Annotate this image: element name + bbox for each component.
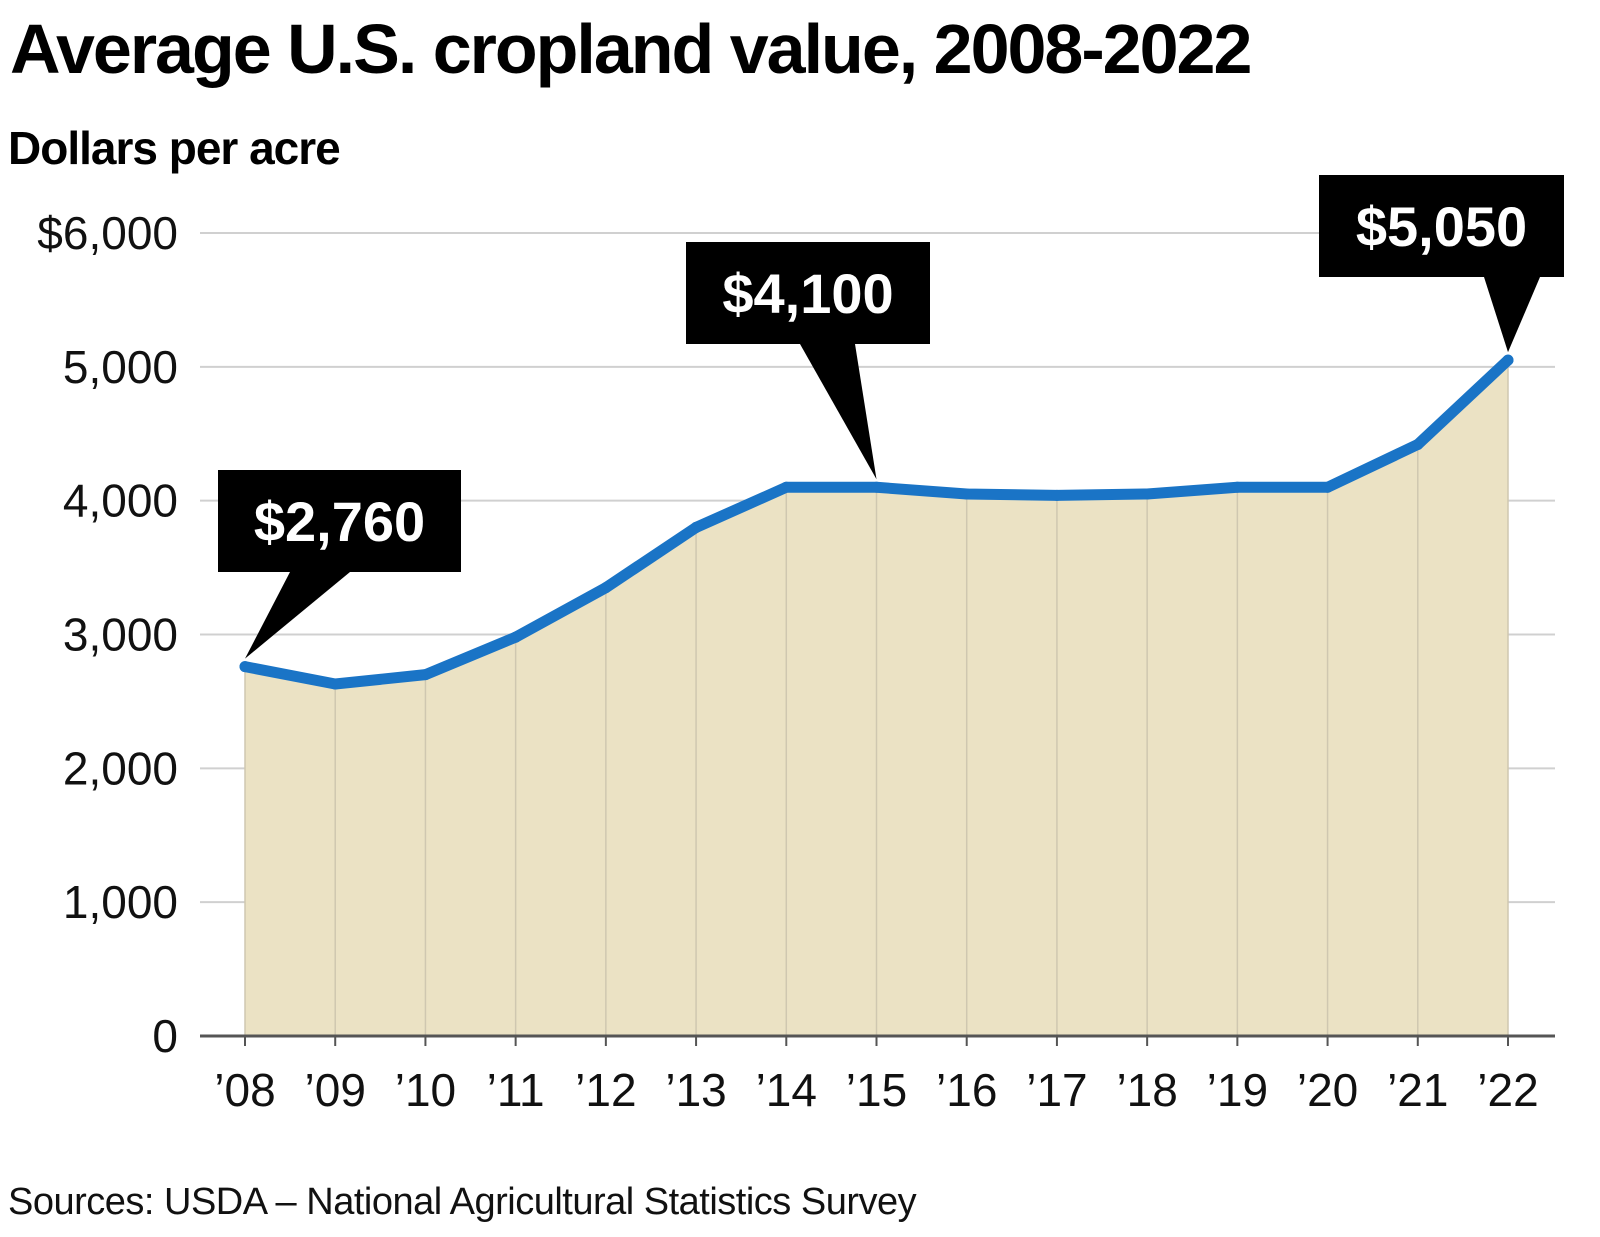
callout-box-2008 xyxy=(218,470,461,572)
data-point-2011 xyxy=(510,631,522,643)
y-tick-labels: 0 1,000 2,000 3,000 4,000 5,000 $6,000 xyxy=(37,207,178,1062)
data-point-2019 xyxy=(1231,481,1243,493)
y-axis-unit-label: Dollars per acre xyxy=(8,122,341,174)
x-tick-labels: ’08 ’09 ’10 ’11 ’12 ’13 ’14 ’15 ’16 ’17 ’18 ’19 ’20 ’… xyxy=(214,1064,1538,1116)
x-tick-label-9: ’17 xyxy=(1026,1064,1087,1116)
data-point-2018 xyxy=(1141,488,1153,500)
y-tick-label-5000: 5,000 xyxy=(63,341,178,393)
data-point-2012 xyxy=(600,582,612,594)
callout-label-2015: $4,100 xyxy=(722,262,893,325)
callout-label-2022: $5,050 xyxy=(1356,195,1527,258)
x-tick-label-7: ’15 xyxy=(846,1064,907,1116)
x-tick-label-14: ’22 xyxy=(1477,1064,1538,1116)
y-tick-label-3000: 3,000 xyxy=(63,609,178,661)
x-tick-label-10: ’18 xyxy=(1116,1064,1177,1116)
value-callouts: $2,760 $4,100 $5,050 xyxy=(218,175,1564,659)
callout-pointer-2015 xyxy=(800,344,877,480)
x-tick-label-13: ’21 xyxy=(1387,1064,1448,1116)
chart-title: Average U.S. cropland value, 2008-2022 xyxy=(10,10,1252,88)
callout-2015: $4,100 xyxy=(686,242,930,480)
data-point-2014 xyxy=(780,481,792,493)
x-tick-label-11: ’19 xyxy=(1207,1064,1268,1116)
callout-2008: $2,760 xyxy=(218,470,461,659)
x-tick-label-8: ’16 xyxy=(936,1064,997,1116)
data-point-2013 xyxy=(690,521,702,533)
y-tick-label-0: 0 xyxy=(152,1010,178,1062)
x-tick-label-0: ’08 xyxy=(214,1064,275,1116)
source-note: Sources: USDA – National Agricultural St… xyxy=(8,1181,917,1223)
x-tick-label-6: ’14 xyxy=(756,1064,817,1116)
data-point-2015 xyxy=(871,481,882,493)
data-point-2009 xyxy=(329,678,341,690)
callout-pointer-2022 xyxy=(1484,277,1540,353)
data-point-2008 xyxy=(239,661,251,673)
vertical-gridlines xyxy=(244,360,1509,1036)
callout-box-2022 xyxy=(1319,175,1564,277)
data-point-2022 xyxy=(1502,354,1514,366)
data-point-2016 xyxy=(961,488,973,500)
x-axis xyxy=(200,1034,1555,1046)
x-tick-label-2: ’10 xyxy=(395,1064,456,1116)
y-tick-label-2000: 2,000 xyxy=(63,742,178,794)
data-point-2010 xyxy=(419,669,431,681)
callout-pointer-2008 xyxy=(245,572,350,659)
y-tick-label-1000: 1,000 xyxy=(63,876,178,928)
x-tick-label-3: ’11 xyxy=(487,1064,545,1116)
y-tick-label-6000: $6,000 xyxy=(37,207,178,259)
callout-box-2015 xyxy=(686,242,930,344)
series-line-group xyxy=(239,354,1514,690)
data-point-2020 xyxy=(1322,481,1334,493)
data-point-2021 xyxy=(1412,438,1424,450)
x-tick-label-1: ’09 xyxy=(305,1064,366,1116)
callout-2022: $5,050 xyxy=(1319,175,1564,353)
callout-label-2008: $2,760 xyxy=(254,490,425,553)
x-tick-label-5: ’13 xyxy=(665,1064,726,1116)
x-tick-label-4: ’12 xyxy=(575,1064,636,1116)
y-tick-label-4000: 4,000 xyxy=(63,475,178,527)
data-point-2017 xyxy=(1051,489,1063,501)
x-tick-label-12: ’20 xyxy=(1297,1064,1358,1116)
